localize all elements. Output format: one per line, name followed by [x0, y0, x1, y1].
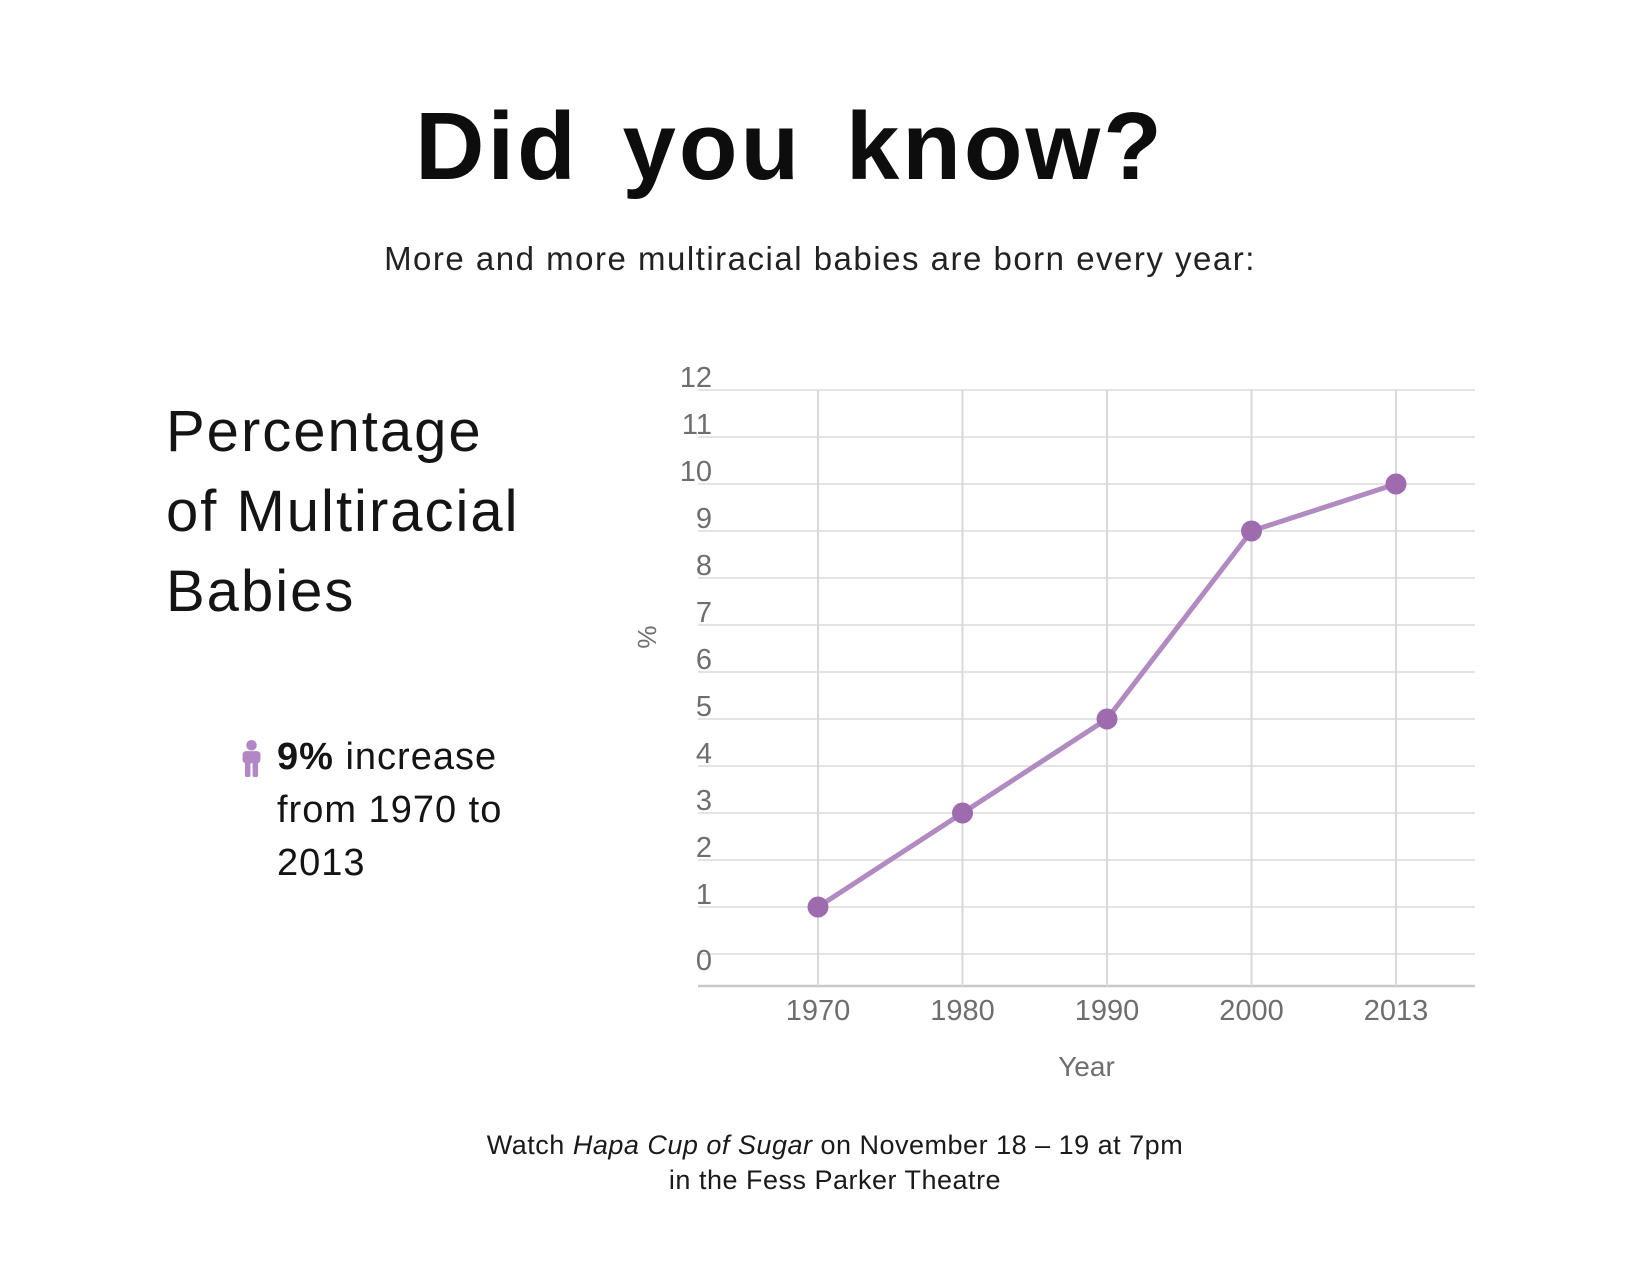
x-tick-label: 1970: [786, 995, 851, 1027]
chart-heading-line-3: Babies: [166, 559, 356, 624]
x-axis-title: Year: [1058, 1051, 1115, 1082]
chart-heading-line-2: of Multiracial: [166, 479, 520, 544]
x-tick-label: 1990: [1075, 995, 1140, 1027]
data-point: [807, 896, 829, 918]
stat-line-3: 2013: [277, 842, 366, 884]
page-title: Did you know?: [415, 93, 1165, 200]
stat-highlight: 9%: [277, 736, 334, 778]
person-icon: [240, 740, 263, 783]
y-tick-label: 4: [696, 738, 712, 770]
y-tick-label: 9: [696, 503, 712, 535]
y-tick-label: 6: [696, 644, 712, 676]
show-title: Hapa Cup of Sugar: [572, 1130, 813, 1160]
chart-heading: Percentage of Multiracial Babies: [166, 392, 666, 632]
x-tick-label: 1980: [930, 995, 995, 1027]
stat-line-2: from 1970 to: [277, 789, 503, 831]
x-tick-label: 2000: [1219, 995, 1284, 1027]
page-subtitle: More and more multiracial babies are bor…: [384, 240, 1256, 277]
y-tick-label: 5: [696, 691, 712, 723]
x-tick-label: 2013: [1364, 995, 1429, 1027]
y-tick-label: 11: [682, 409, 712, 441]
y-tick-label: 10: [680, 456, 712, 488]
y-tick-label: 8: [696, 550, 712, 582]
stat-bullet-text: 9% increase from 1970 to 2013: [277, 731, 502, 890]
y-tick-label: 0: [696, 945, 712, 977]
y-tick-label: 12: [680, 362, 712, 394]
footer-line-1: Watch Hapa Cup of Sugar on November 18 –…: [486, 1130, 1184, 1160]
data-point: [1241, 520, 1262, 542]
data-point: [1096, 708, 1118, 730]
stat-bullet: 9% increase from 1970 to 2013: [240, 731, 502, 890]
data-point: [1385, 473, 1407, 495]
data-point: [952, 802, 973, 824]
chart-heading-line-1: Percentage: [166, 399, 483, 464]
y-tick-label: 2: [696, 832, 712, 864]
footer-line-2: in the Fess Parker Theatre: [668, 1165, 1002, 1195]
y-tick-label: 3: [696, 785, 712, 817]
y-tick-label: 1: [696, 879, 712, 911]
stat-line-1: 9% increase: [277, 736, 498, 778]
footer: Watch Hapa Cup of Sugar on November 18 –…: [20, 1128, 1650, 1198]
y-axis-title: %: [632, 625, 662, 648]
y-tick-label: 7: [696, 597, 712, 629]
